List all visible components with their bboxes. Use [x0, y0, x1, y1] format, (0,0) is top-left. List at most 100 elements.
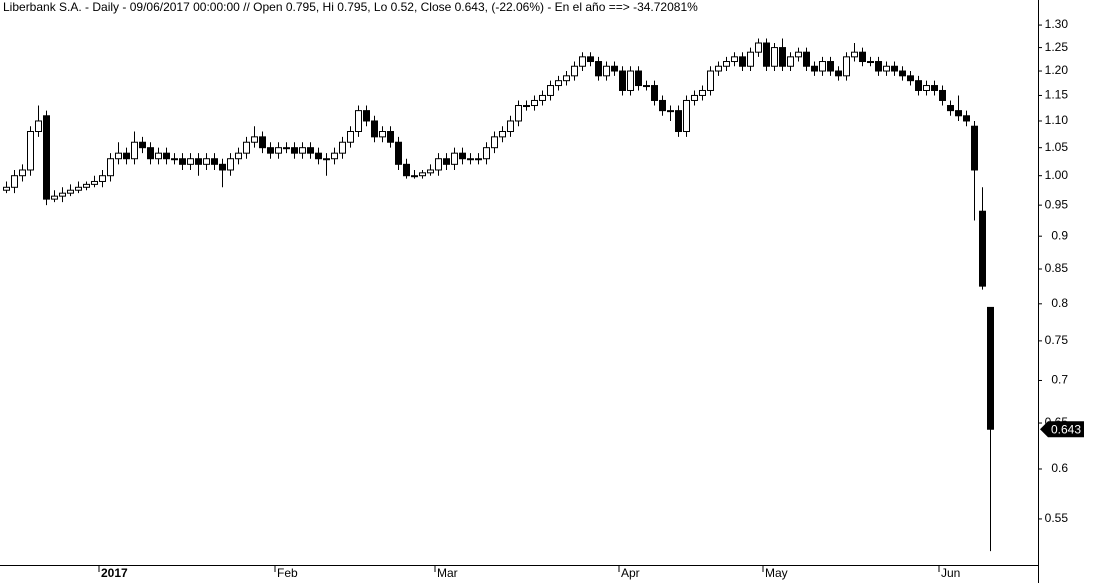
- y-tick-label: 1.05: [1045, 140, 1069, 154]
- candle-body: [811, 65, 818, 72]
- candle-body: [123, 152, 130, 160]
- candle-body: [707, 70, 714, 91]
- candle-body: [203, 158, 210, 165]
- candle-body: [547, 85, 554, 96]
- last-value-label: 0.643: [1051, 422, 1081, 436]
- candle-body: [251, 136, 258, 143]
- candle-body: [163, 152, 170, 160]
- candle-body: [515, 105, 522, 122]
- candle-body: [595, 61, 602, 77]
- candle-body: [555, 80, 562, 87]
- chart-title: Liberbank S.A. - Daily - 09/06/2017 00:0…: [3, 0, 698, 14]
- y-tick-label: 0.6: [1051, 461, 1068, 475]
- candle-body: [843, 56, 850, 77]
- candle-body: [19, 169, 26, 177]
- candle-body: [443, 158, 450, 165]
- candle-body: [731, 56, 738, 63]
- candle-body: [451, 152, 458, 165]
- x-tick-label: Apr: [621, 566, 640, 580]
- candle-body: [619, 70, 626, 91]
- candle-body: [243, 141, 250, 154]
- last-value-marker: [1040, 421, 1084, 438]
- candle-body: [323, 158, 330, 161]
- candle-body: [483, 147, 490, 160]
- candle-body: [907, 75, 914, 82]
- candle-body: [779, 47, 786, 67]
- candle-body: [51, 195, 58, 200]
- candle-body: [379, 131, 386, 138]
- candle-body: [371, 120, 378, 138]
- y-tick-label: 0.7: [1051, 373, 1068, 387]
- candle-body: [931, 85, 938, 91]
- candle-body: [147, 147, 154, 160]
- candle-body: [643, 85, 650, 88]
- candle-body: [827, 61, 834, 72]
- candle-body: [851, 51, 858, 58]
- candle-body: [411, 175, 418, 178]
- candle-body: [187, 158, 194, 165]
- candle-body: [971, 125, 978, 171]
- candle-body: [899, 70, 906, 77]
- candle-body: [747, 51, 754, 67]
- candle-body: [419, 172, 426, 177]
- candle-body: [315, 152, 322, 160]
- candle-body: [915, 80, 922, 91]
- y-tick-label: 1.20: [1045, 63, 1069, 77]
- candle-body: [987, 306, 994, 430]
- y-tick-label: 0.8: [1051, 296, 1068, 310]
- candle-body: [91, 180, 98, 185]
- y-tick-label: 1.00: [1045, 168, 1069, 182]
- candle-body: [11, 175, 18, 188]
- candle-body: [563, 75, 570, 82]
- candle-body: [611, 65, 618, 72]
- candle-body: [211, 158, 218, 165]
- candle-body: [539, 94, 546, 101]
- candle-body: [627, 70, 634, 91]
- candle-body: [67, 189, 74, 194]
- x-tick-label: Jun: [941, 566, 960, 580]
- candle-body: [771, 47, 778, 67]
- candle-body: [299, 147, 306, 154]
- candle-body: [467, 158, 474, 161]
- candle-body: [947, 105, 954, 112]
- candle-body: [227, 158, 234, 171]
- candle-body: [459, 152, 466, 160]
- candle-body: [3, 186, 10, 191]
- candle-body: [659, 99, 666, 112]
- candle-body: [75, 186, 82, 191]
- candle-body: [723, 61, 730, 67]
- candle-body: [347, 131, 354, 143]
- candle-body: [219, 163, 226, 171]
- candle-body: [531, 99, 538, 107]
- candle-body: [787, 56, 794, 67]
- candle-body: [35, 120, 42, 133]
- candle-body: [835, 70, 842, 77]
- candle-body: [979, 210, 986, 287]
- y-tick-label: 0.75: [1045, 333, 1069, 347]
- candle-body: [667, 110, 674, 113]
- candle-body: [339, 141, 346, 154]
- candle-body: [267, 147, 274, 154]
- candle-body: [99, 175, 106, 182]
- candle-body: [363, 110, 370, 122]
- candle-body: [819, 61, 826, 72]
- candle-body: [171, 158, 178, 161]
- y-tick-label: 0.95: [1045, 197, 1069, 211]
- y-tick-label: 1.15: [1045, 88, 1069, 102]
- candle-body: [435, 158, 442, 171]
- candle-body: [43, 115, 50, 200]
- candle-body: [155, 152, 162, 160]
- candle-body: [875, 61, 882, 72]
- candle-body: [755, 42, 762, 53]
- candle-body: [923, 85, 930, 91]
- candle-body: [27, 131, 34, 171]
- candle-body: [235, 152, 242, 160]
- candle-body: [803, 51, 810, 67]
- candle-body: [107, 158, 114, 177]
- candle-body: [587, 56, 594, 63]
- candle-body: [939, 89, 946, 101]
- candle-body: [963, 115, 970, 122]
- candle-body: [307, 147, 314, 154]
- candle-body: [139, 141, 146, 149]
- candle-body: [355, 110, 362, 133]
